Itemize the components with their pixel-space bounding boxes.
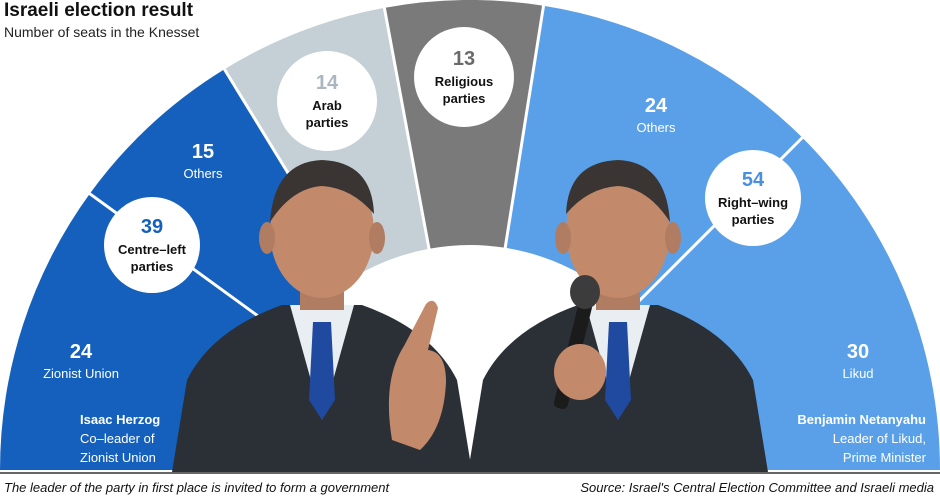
person-role-line: Leader of Likud,	[832, 431, 926, 446]
bloc-label: parties	[131, 259, 174, 274]
raised-hand	[388, 300, 446, 450]
bloc-label: parties	[443, 91, 486, 106]
segment-label: Others	[183, 166, 223, 181]
segment-value: 24	[70, 341, 93, 363]
wedge-divider	[503, 0, 546, 250]
bloc-label: parties	[306, 115, 349, 130]
person-name: Isaac Herzog	[80, 412, 161, 427]
microphone-head	[570, 275, 600, 309]
segment-label: Zionist Union	[43, 366, 119, 381]
person-name: Benjamin Netanyahu	[797, 412, 926, 427]
bloc-bubble	[277, 51, 377, 151]
bloc-label: Centre–left	[118, 242, 187, 257]
bloc-value: 13	[453, 48, 475, 70]
source-note: Source: Israel's Central Election Commit…	[580, 480, 934, 495]
person-role-line: Zionist Union	[80, 450, 156, 465]
portrait-netanyahu	[468, 160, 768, 472]
segment-value: 30	[847, 341, 869, 363]
holding-hand	[554, 344, 606, 400]
bloc-label: Arab	[312, 98, 342, 113]
bloc-label: Right–wing	[718, 195, 788, 210]
bloc-bubble	[414, 27, 514, 127]
person-role-line: Prime Minister	[842, 450, 926, 465]
segment-label: Likud	[842, 366, 873, 381]
bloc-label: parties	[732, 212, 775, 227]
chart-subtitle: Number of seats in the Knesset	[4, 24, 200, 40]
bloc-value: 54	[742, 169, 765, 191]
wedge-divider	[381, 2, 431, 252]
chart-title: Israeli election result	[4, 0, 194, 21]
bloc-value: 39	[141, 216, 163, 238]
person-herzog: Isaac Herzog Co–leader of Zionist Union	[80, 410, 160, 467]
person-role-line: Co–leader of	[80, 431, 155, 446]
bloc-bubble	[705, 150, 801, 246]
person-netanyahu: Benjamin Netanyahu Leader of Likud, Prim…	[797, 410, 926, 467]
segment-value: 24	[645, 95, 668, 117]
bloc-value: 14	[316, 72, 339, 94]
bloc-label: Religious	[435, 74, 494, 89]
bloc-bubble	[104, 197, 200, 293]
footnote: The leader of the party in first place i…	[4, 480, 390, 495]
segment-value: 15	[192, 141, 214, 163]
segment-label: Others	[636, 120, 676, 135]
